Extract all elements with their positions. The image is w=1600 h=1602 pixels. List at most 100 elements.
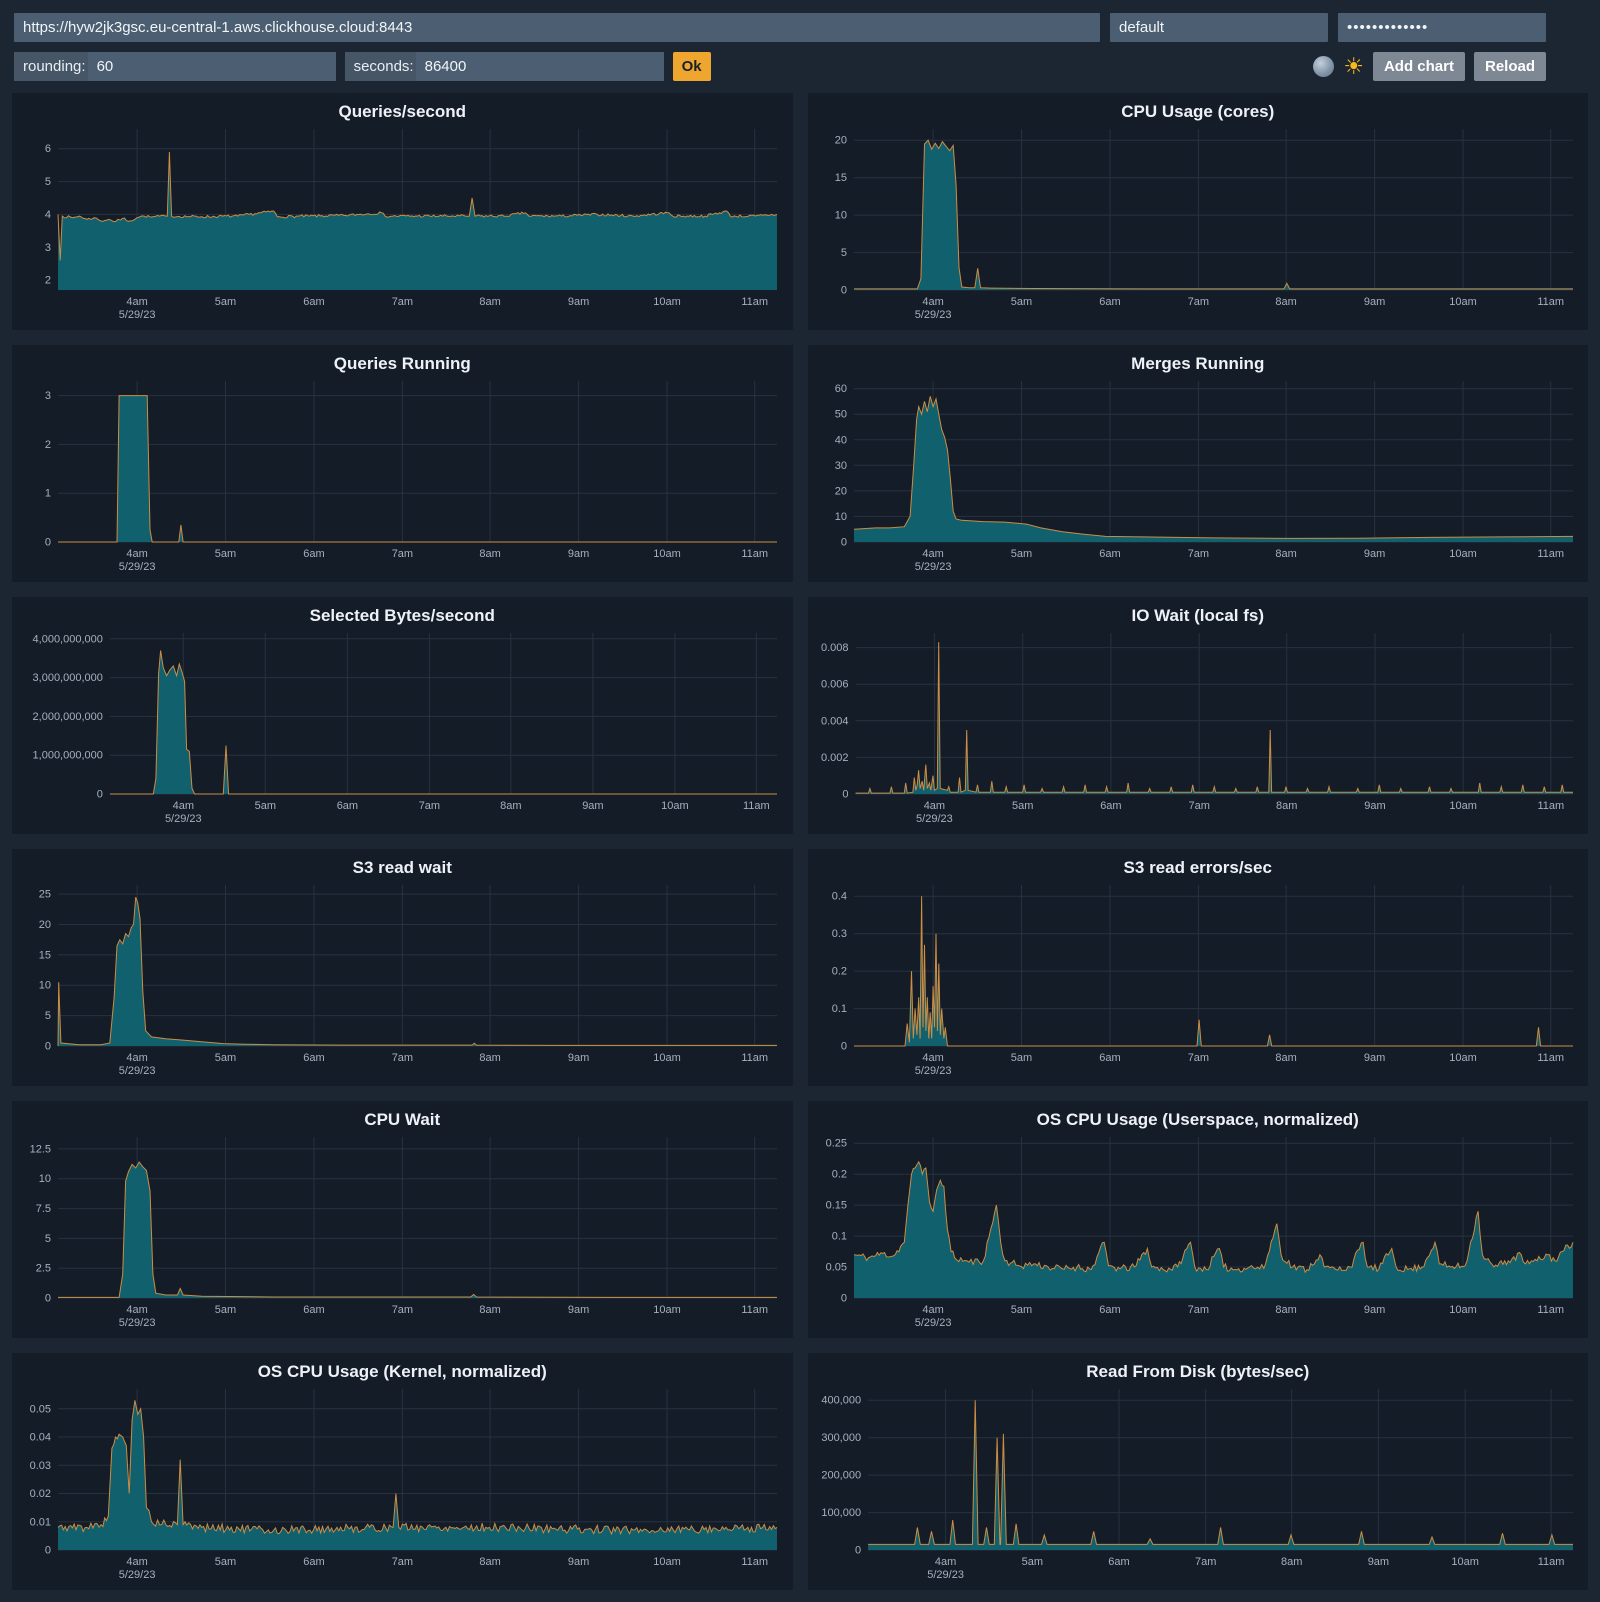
chart-title: Selected Bytes/second — [309, 606, 495, 625]
svg-text:8am: 8am — [1275, 1304, 1296, 1316]
user-input[interactable] — [1110, 13, 1328, 42]
svg-text:9am: 9am — [1363, 1304, 1384, 1316]
svg-text:5am: 5am — [255, 800, 276, 812]
svg-text:9am: 9am — [1367, 1556, 1388, 1568]
light-theme-sun-icon[interactable]: ☀ — [1343, 53, 1364, 79]
svg-text:5: 5 — [45, 176, 51, 188]
panel-selected-bytes-per-second: Selected Bytes/second 0 1,000,000,000 2,00… — [12, 597, 793, 834]
charts-grid: Queries/second 2 3 4 5 6 4am 5/29/23 5am 6am 7am 8… — [0, 91, 1600, 1602]
svg-text:10: 10 — [834, 511, 846, 523]
svg-text:11am: 11am — [741, 548, 768, 560]
ok-button[interactable]: Ok — [672, 52, 711, 81]
svg-text:1,000,000,000: 1,000,000,000 — [33, 750, 103, 762]
svg-text:6am: 6am — [303, 1304, 324, 1316]
svg-text:10am: 10am — [1449, 548, 1477, 560]
svg-text:5am: 5am — [1021, 1556, 1042, 1568]
svg-text:15: 15 — [834, 172, 846, 184]
svg-text:11am: 11am — [1537, 1052, 1564, 1064]
svg-text:11am: 11am — [1537, 800, 1564, 812]
svg-text:20: 20 — [834, 135, 846, 147]
svg-text:3: 3 — [45, 390, 51, 402]
seconds-label: seconds: — [344, 52, 416, 81]
svg-text:7am: 7am — [392, 1304, 413, 1316]
svg-text:5/29/23: 5/29/23 — [119, 1569, 156, 1581]
connection-bar — [0, 0, 1600, 48]
url-input[interactable] — [14, 13, 1100, 42]
chart-title: Merges Running — [1131, 354, 1265, 373]
svg-text:0: 0 — [840, 1041, 846, 1053]
add-chart-button[interactable]: Add chart — [1372, 52, 1465, 81]
svg-text:10am: 10am — [1449, 296, 1477, 308]
controls-bar: rounding: seconds: Ok ☀ Add chart Reload — [0, 48, 1600, 91]
svg-text:10am: 10am — [653, 1304, 681, 1316]
svg-text:0: 0 — [97, 789, 103, 801]
svg-text:4am: 4am — [922, 548, 943, 560]
svg-text:10am: 10am — [1449, 1304, 1477, 1316]
panel-queries-running: Queries Running 0 1 2 3 4am 5/29/23 5am 6am 7am 8… — [12, 345, 793, 582]
panel-io-wait-local-fs: IO Wait (local fs) 0 0.002 0.004 0.006 0.008… — [807, 597, 1589, 834]
svg-text:9am: 9am — [1363, 296, 1384, 308]
svg-text:5am: 5am — [1010, 296, 1031, 308]
svg-text:20: 20 — [39, 919, 51, 931]
svg-text:11am: 11am — [741, 1052, 768, 1064]
seconds-input[interactable] — [415, 52, 664, 81]
svg-text:11am: 11am — [741, 1304, 768, 1316]
svg-text:0.3: 0.3 — [831, 928, 846, 940]
svg-text:5: 5 — [45, 1233, 51, 1245]
svg-text:2.5: 2.5 — [36, 1263, 51, 1275]
svg-text:0.25: 0.25 — [825, 1138, 846, 1150]
svg-text:8am: 8am — [479, 1304, 500, 1316]
svg-text:0.02: 0.02 — [30, 1488, 51, 1500]
svg-text:6: 6 — [45, 143, 51, 155]
svg-text:3,000,000,000: 3,000,000,000 — [33, 672, 103, 684]
dark-theme-moon-icon[interactable] — [1313, 56, 1335, 77]
svg-text:9am: 9am — [1364, 800, 1385, 812]
svg-text:50: 50 — [834, 409, 846, 421]
svg-text:4,000,000,000: 4,000,000,000 — [33, 633, 103, 645]
svg-text:0: 0 — [854, 1545, 860, 1557]
panel-os-cpu-kernel: OS CPU Usage (Kernel, normalized) 0 0.01 0… — [12, 1353, 793, 1590]
chart-selected-bytes-per-second[interactable]: 0 1,000,000,000 2,000,000,000 3,000,000,000… — [12, 628, 793, 828]
rounding-input[interactable] — [87, 52, 336, 81]
svg-text:8am: 8am — [1275, 296, 1296, 308]
svg-text:5am: 5am — [215, 1304, 236, 1316]
svg-text:5am: 5am — [1010, 1052, 1031, 1064]
svg-text:5/29/23: 5/29/23 — [119, 561, 156, 573]
chart-title: OS CPU Usage (Userspace, normalized) — [1036, 1110, 1359, 1129]
svg-text:5am: 5am — [215, 548, 236, 560]
svg-text:0.1: 0.1 — [831, 1003, 846, 1015]
svg-text:10am: 10am — [653, 1556, 681, 1568]
svg-text:5am: 5am — [215, 296, 236, 308]
svg-text:2: 2 — [45, 439, 51, 451]
svg-text:5/29/23: 5/29/23 — [914, 1317, 951, 1329]
svg-text:10: 10 — [39, 980, 51, 992]
svg-text:4am: 4am — [922, 296, 943, 308]
svg-text:200,000: 200,000 — [821, 1470, 861, 1482]
reload-button[interactable]: Reload — [1473, 52, 1546, 81]
svg-text:0: 0 — [45, 1041, 51, 1053]
svg-text:6am: 6am — [1099, 548, 1120, 560]
password-input[interactable] — [1338, 13, 1546, 42]
svg-text:9am: 9am — [568, 1052, 589, 1064]
svg-text:0.15: 0.15 — [825, 1200, 846, 1212]
svg-text:8am: 8am — [479, 548, 500, 560]
svg-text:8am: 8am — [1275, 1052, 1296, 1064]
svg-text:0.04: 0.04 — [30, 1432, 51, 1444]
svg-text:4am: 4am — [922, 1052, 943, 1064]
chart-title: OS CPU Usage (Kernel, normalized) — [257, 1362, 547, 1381]
svg-text:10: 10 — [834, 210, 846, 222]
svg-text:5/29/23: 5/29/23 — [119, 1065, 156, 1077]
panel-s3-read-errors: S3 read errors/sec 0 0.1 0.2 0.3 0.4 4am 5/29/… — [807, 849, 1589, 1086]
svg-text:15: 15 — [39, 949, 51, 961]
